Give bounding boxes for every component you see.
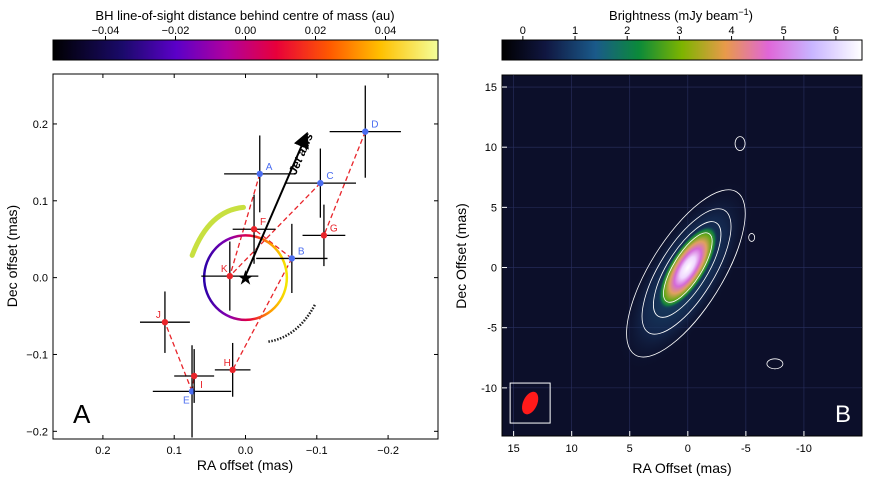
colorbar-b-tick-label: 4 [729, 25, 735, 37]
plot-a-ylabel: Dec offset (mas) [4, 205, 20, 307]
colorbar-b-ticks: 0 1 2 3 4 5 6 [520, 25, 839, 40]
y-tick-label: -10 [481, 383, 497, 395]
plot-a-xlabel: RA offset (mas) [197, 457, 293, 473]
contour-blob-2 [748, 233, 756, 242]
rotation-arrow-top [189, 204, 246, 258]
colorbar-b-title-main: Brightness (mJy beam [609, 8, 738, 23]
y-tick-label: 0.0 [33, 273, 48, 285]
colorbar-a-tick-label: −0.02 [162, 25, 190, 37]
x-tick-label: 0.1 [167, 445, 182, 457]
colorbar-a-tick-label: 0.02 [305, 25, 326, 37]
point-label-f: F [260, 217, 266, 228]
colorbar-a-ticks: −0.04 −0.02 0.00 0.02 0.04 [92, 25, 396, 40]
x-tick-label: 0.0 [238, 445, 253, 457]
contour-blob-1 [734, 136, 746, 151]
y-tick-label: 10 [485, 142, 497, 154]
point-c [317, 179, 324, 187]
panel-b: Brightness (mJy beam−1) 0 1 2 3 4 5 6 15 10 5 0 -5… [453, 7, 863, 476]
colorbar-a-tick-label: 0.00 [235, 25, 256, 37]
beam-ellipse [522, 391, 539, 415]
x-tick-label: 0 [685, 443, 691, 455]
x-tick-label: 10 [566, 443, 578, 455]
contour-2 [653, 221, 722, 318]
y-tick-label: 0 [491, 263, 497, 275]
point-d [362, 128, 369, 135]
point-label-i: I [200, 380, 203, 391]
point-b [288, 255, 296, 262]
x-tick-label: −0.1 [306, 445, 328, 457]
colorbar-b-title-end: ) [749, 8, 753, 23]
x-tick-label: -5 [741, 443, 751, 455]
point-k [226, 272, 234, 280]
plot-b-content [502, 75, 862, 436]
plot-b-xlabel: RA Offset (mas) [632, 460, 731, 476]
y-tick-label: −0.1 [26, 349, 48, 361]
colorbar-b-tick-label: 3 [676, 25, 682, 37]
plot-b-ylabel: Dec Offset (mas) [453, 203, 469, 309]
x-tick-label: -10 [796, 443, 812, 455]
colorbar-b-tick-label: 5 [781, 25, 787, 37]
connection-line-b-h [232, 258, 293, 371]
colorbar-b-title-sup: −1 [738, 7, 748, 17]
point-i [190, 372, 198, 380]
colorbar-b-title: Brightness (mJy beam−1) [609, 7, 753, 23]
contour-blob-3 [766, 358, 784, 370]
plot-a-frame [52, 73, 439, 440]
x-tick-label: 5 [627, 443, 633, 455]
colorbar-b-tick-label: 0 [520, 25, 526, 37]
colorbar-b-tick-label: 6 [833, 25, 839, 37]
point-label-e: E [183, 395, 190, 406]
y-tick-label: 0.2 [33, 119, 48, 131]
connection-line-d-g [323, 131, 366, 236]
point-f [250, 226, 258, 233]
point-label-h: H [224, 358, 231, 369]
colorbar-b-tick-label: 1 [572, 25, 578, 37]
colorbar-a-title: BH line-of-sight distance behind centre … [95, 8, 394, 23]
colorbar-a-tick-label: −0.04 [92, 25, 120, 37]
y-tick-label: 5 [491, 202, 497, 214]
colorbar-b-tick-label: 2 [624, 25, 630, 37]
y-tick-label: 15 [485, 82, 497, 94]
point-label-b: B [298, 246, 305, 257]
panel-b-label: B [835, 401, 851, 428]
point-label-d: D [371, 120, 378, 131]
connection-line-e-j [164, 321, 193, 392]
jet-axis-arrow [244, 131, 309, 277]
point-j [161, 319, 169, 326]
colorbar-b [501, 39, 863, 61]
plot-b-ticks: 15 10 5 0 -5 -10 15 10 5 0 -5 -10 [481, 82, 812, 455]
contour-1 [663, 232, 713, 303]
panel-a: BH line-of-sight distance behind centre … [4, 8, 439, 473]
colorbar-a-tick-label: 0.04 [375, 25, 396, 37]
plot-a-ticks: 0.2 0.1 0.0 −0.1 −0.2 0.2 0.1 0.0 −0.1 −0.2 [26, 74, 438, 457]
point-label-k: K [221, 264, 228, 275]
emission-core [658, 225, 718, 310]
connection-line-a-k [229, 173, 261, 277]
point-label-c: C [326, 171, 333, 182]
rotation-arrow-bottom [266, 304, 316, 344]
contour-4 [626, 189, 746, 358]
y-tick-label: 0.1 [33, 196, 48, 208]
beam-inset-box [509, 382, 551, 424]
orbit-ellipse [202, 234, 289, 322]
x-tick-label: 0.2 [95, 445, 110, 457]
point-label-a: A [266, 162, 273, 173]
point-h [229, 366, 236, 374]
y-tick-label: −0.2 [26, 426, 48, 438]
point-label-g: G [330, 223, 338, 234]
y-tick-label: -5 [487, 323, 497, 335]
contour-3 [641, 208, 732, 335]
point-a [256, 170, 263, 178]
x-tick-label: −0.2 [377, 445, 399, 457]
point-g [320, 232, 328, 239]
x-tick-label: 15 [507, 443, 519, 455]
point-label-j: J [156, 310, 161, 321]
panel-a-label: A [73, 399, 91, 429]
colorbar-a [52, 39, 439, 61]
center-of-mass-star: ★ [237, 268, 255, 290]
